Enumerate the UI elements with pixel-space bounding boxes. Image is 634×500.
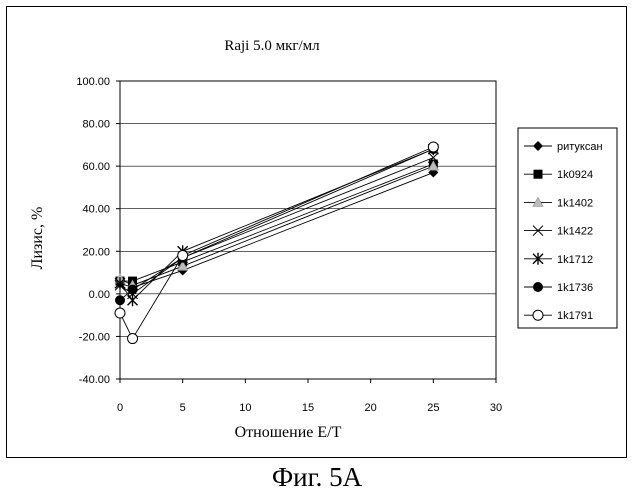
chart: Raji 5.0 мкг/мл 100.0080.0060.0040.0020.…	[0, 0, 634, 460]
legend-label-1k1791: 1k1791	[557, 310, 593, 322]
data-point-1k1791-3	[428, 142, 438, 152]
x-tick-label-5: 25	[427, 402, 439, 414]
x-tick-label-2: 10	[239, 402, 251, 414]
legend-label-ритуксан: ритуксан	[557, 141, 603, 153]
chart-title: Raji 5.0 мкг/мл	[224, 38, 320, 54]
y-tick-label-7: -40.00	[79, 374, 110, 386]
x-tick-label-3: 15	[302, 402, 314, 414]
data-point-1k1791-0	[115, 308, 125, 318]
y-axis-ticks: 100.00 80.00 60.00 40.00 20.00 0.00 -20.00 -40.…	[76, 76, 120, 386]
data-point-1k1791-1	[128, 334, 138, 344]
x-axis-label: Отношение E/T	[235, 424, 342, 441]
x-tick-label-4: 20	[365, 402, 377, 414]
legend-label-1k0924: 1k0924	[557, 169, 593, 181]
legend-label-1k1422: 1k1422	[557, 226, 593, 238]
y-tick-label-5: 0.00	[89, 289, 110, 301]
y-axis-label: Лизис, %	[29, 207, 46, 270]
figure-caption: Фиг. 5А	[0, 462, 634, 493]
legend-label-1k1712: 1k1712	[557, 254, 593, 266]
legend-marker-1k1736	[533, 282, 543, 292]
y-tick-label-3: 40.00	[82, 204, 110, 216]
data-point-1k1791-2	[178, 251, 188, 261]
y-tick-label-6: -20.00	[79, 331, 110, 343]
x-axis-ticks: 0 5 10 15 20 25 30	[117, 379, 502, 414]
x-tick-label-6: 30	[490, 402, 502, 414]
plot-area	[120, 81, 496, 379]
x-tick-label-1: 5	[180, 402, 186, 414]
data-point-1k1736-0	[115, 295, 125, 305]
legend-marker-1k0924	[534, 170, 543, 179]
legend: ритуксан 1k0924 1k1402 1k1422 1k1712 1k1736 1k…	[518, 128, 617, 328]
y-tick-label-1: 80.00	[82, 119, 110, 131]
y-tick-label-4: 20.00	[82, 246, 110, 258]
legend-label-1k1402: 1k1402	[557, 197, 593, 209]
legend-label-1k1736: 1k1736	[557, 282, 593, 294]
y-tick-label-0: 100.00	[76, 76, 110, 88]
legend-marker-1k1791	[533, 310, 543, 320]
x-tick-label-0: 0	[117, 402, 123, 414]
data-point-1k1736-1	[128, 285, 138, 295]
y-tick-label-2: 60.00	[82, 161, 110, 173]
